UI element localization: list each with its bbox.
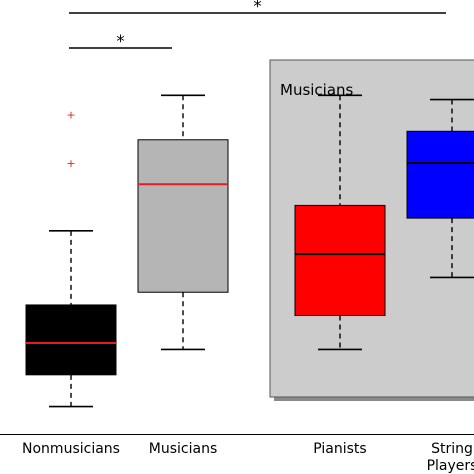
group-panel-label: Musicians bbox=[280, 81, 354, 99]
x-tick-label: String Players bbox=[427, 441, 474, 474]
box-iqr bbox=[406, 130, 474, 219]
x-tick-label: Pianists bbox=[313, 441, 366, 457]
box-group-0: ++ bbox=[25, 108, 117, 408]
significance-marker: * bbox=[253, 0, 262, 17]
x-tick-labels: Nonmusicians Musicians Pianists String Playe… bbox=[22, 441, 474, 474]
boxes-layer: ++ bbox=[25, 94, 474, 408]
box-group-2 bbox=[294, 94, 386, 351]
significance-marker: * bbox=[116, 32, 125, 52]
outlier-point: + bbox=[66, 108, 75, 121]
x-tick-label: Musicians bbox=[149, 441, 217, 457]
box-iqr bbox=[137, 139, 229, 293]
significance-layer: ** bbox=[69, 0, 446, 52]
box-iqr bbox=[294, 204, 386, 317]
box-group-3 bbox=[406, 98, 474, 279]
box-group-1 bbox=[137, 94, 229, 351]
x-tick-label: Nonmusicians bbox=[22, 441, 120, 457]
box-iqr bbox=[25, 304, 117, 376]
outlier-point: + bbox=[66, 157, 75, 170]
